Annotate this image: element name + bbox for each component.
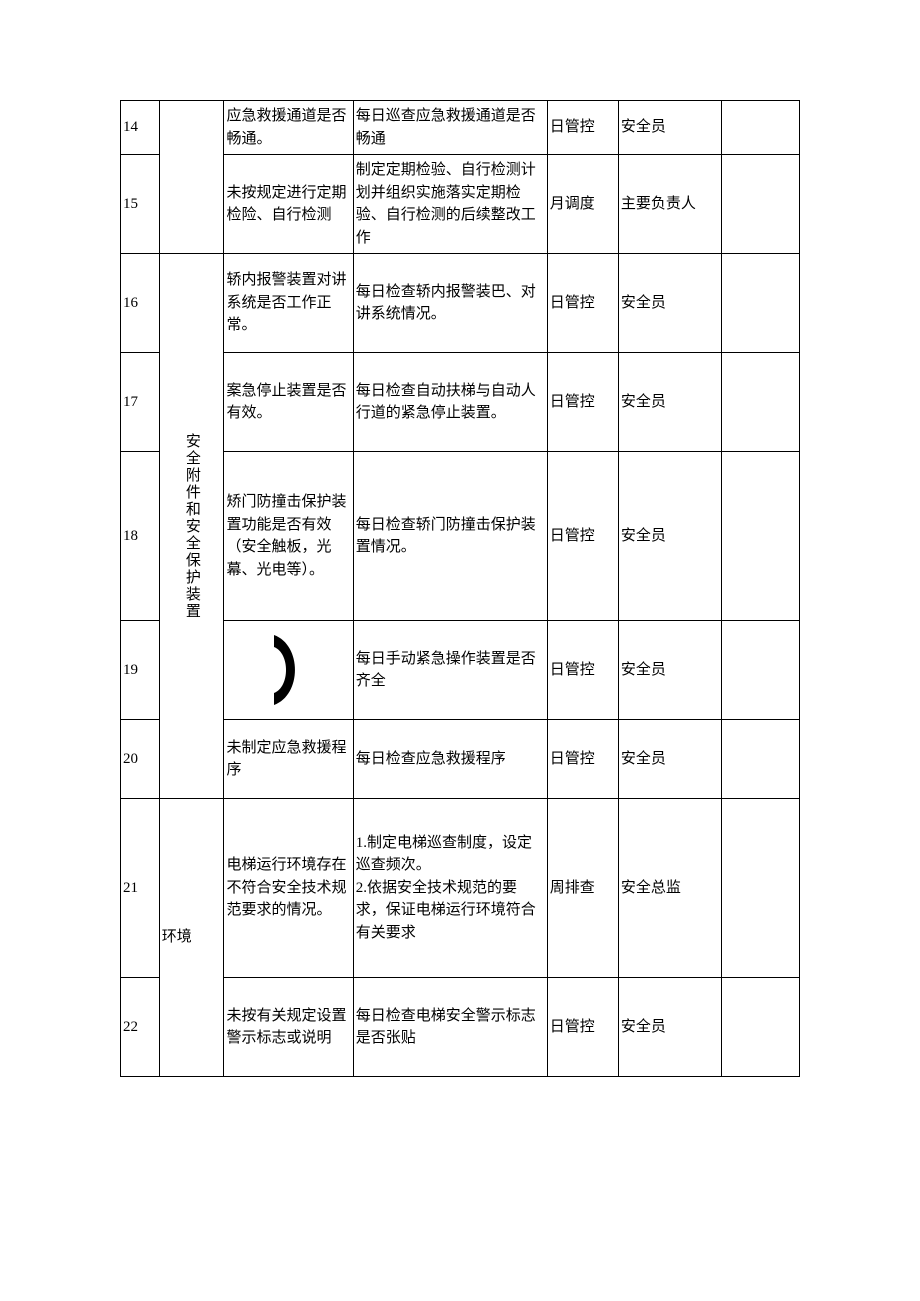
cell-responsible: 安全员 (618, 621, 721, 720)
cell-measure: 1.制定电梯巡查制度，设定巡查频次。 2.依据安全技术规范的要求，保证电梯运行环… (353, 799, 547, 978)
cell-responsible: 安全员 (618, 720, 721, 799)
cell-last (722, 799, 800, 978)
cell-responsible: 主要负责人 (618, 155, 721, 254)
cell-measure: 每日手动紧急操作装置是否齐全 (353, 621, 547, 720)
cell-responsible: 安全总监 (618, 799, 721, 978)
cell-measure: 每日检查应急救援程序 (353, 720, 547, 799)
cell-risk: 案急停止装置是否有效。 (224, 353, 353, 452)
cell-risk: 轿内报警装置对讲系统是否工作正常。 (224, 254, 353, 353)
cell-responsible: 安全员 (618, 101, 721, 155)
cell-responsible: 安全员 (618, 978, 721, 1077)
arc-shape-wrap (226, 625, 350, 715)
cell-measure: 每日检查轿门防撞击保护装置情况。 (353, 452, 547, 621)
cell-risk: 未按规定进行定期检险、自行检测 (224, 155, 353, 254)
table-row: 16 安全附件和安全保护装置 轿内报警装置对讲系统是否工作正常。 每日检查轿内报… (121, 254, 800, 353)
cell-last (722, 254, 800, 353)
cell-last (722, 621, 800, 720)
cell-risk: 未制定应急救援程序 (224, 720, 353, 799)
cell-num: 16 (121, 254, 160, 353)
cell-num: 17 (121, 353, 160, 452)
cell-control: 日管控 (547, 101, 618, 155)
cell-control: 日管控 (547, 978, 618, 1077)
cell-num: 15 (121, 155, 160, 254)
cell-category-safety-parts: 安全附件和安全保护装置 (159, 254, 224, 799)
cell-num: 14 (121, 101, 160, 155)
cell-last (722, 353, 800, 452)
cell-num: 21 (121, 799, 160, 978)
cell-category-environment: 环境 (159, 799, 224, 1077)
cell-control: 日管控 (547, 254, 618, 353)
cell-measure: 每日检查自动扶梯与自动人行道的紧急停止装置。 (353, 353, 547, 452)
vertical-label: 安全附件和安全保护装置 (180, 433, 203, 620)
cell-risk: 矫门防撞击保护装置功能是否有效（安全触板，光幕、光电等）。 (224, 452, 353, 621)
cell-responsible: 安全员 (618, 254, 721, 353)
cell-responsible: 安全员 (618, 353, 721, 452)
cell-num: 18 (121, 452, 160, 621)
cell-measure: 每日巡查应急救援通道是否畅通 (353, 101, 547, 155)
cell-num: 20 (121, 720, 160, 799)
cell-control: 日管控 (547, 353, 618, 452)
cell-last (722, 978, 800, 1077)
cell-last (722, 155, 800, 254)
cell-risk: 电梯运行环境存在不符合安全技术规范要求的情况。 (224, 799, 353, 978)
safety-checklist-table: 14 应急救援通道是否畅通。 每日巡查应急救援通道是否畅通 日管控 安全员 15… (120, 100, 800, 1077)
cell-risk-shape (224, 621, 353, 720)
cell-num: 19 (121, 621, 160, 720)
cell-last (722, 452, 800, 621)
cell-measure: 每日检查电梯安全警示标志是否张贴 (353, 978, 547, 1077)
cell-risk: 应急救援通道是否畅通。 (224, 101, 353, 155)
table-row: 14 应急救援通道是否畅通。 每日巡查应急救援通道是否畅通 日管控 安全员 (121, 101, 800, 155)
cell-control: 日管控 (547, 720, 618, 799)
cell-control: 周排查 (547, 799, 618, 978)
cell-num: 22 (121, 978, 160, 1077)
cell-control: 日管控 (547, 452, 618, 621)
cell-measure: 制定定期检验、自行检测计划并组织实施落实定期检验、自行检测的后续整改工作 (353, 155, 547, 254)
cell-responsible: 安全员 (618, 452, 721, 621)
cell-last (722, 101, 800, 155)
cell-risk: 未按有关规定设置警示标志或说明 (224, 978, 353, 1077)
cell-control: 月调度 (547, 155, 618, 254)
table-row: 21 环境 电梯运行环境存在不符合安全技术规范要求的情况。 1.制定电梯巡查制度… (121, 799, 800, 978)
cell-last (722, 720, 800, 799)
cell-control: 日管控 (547, 621, 618, 720)
cell-category-blank (159, 101, 224, 254)
document-page: 14 应急救援通道是否畅通。 每日巡查应急救援通道是否畅通 日管控 安全员 15… (0, 0, 920, 1301)
arc-shape-icon (272, 635, 306, 705)
cell-measure: 每日检查轿内报警装巴、对讲系统情况。 (353, 254, 547, 353)
